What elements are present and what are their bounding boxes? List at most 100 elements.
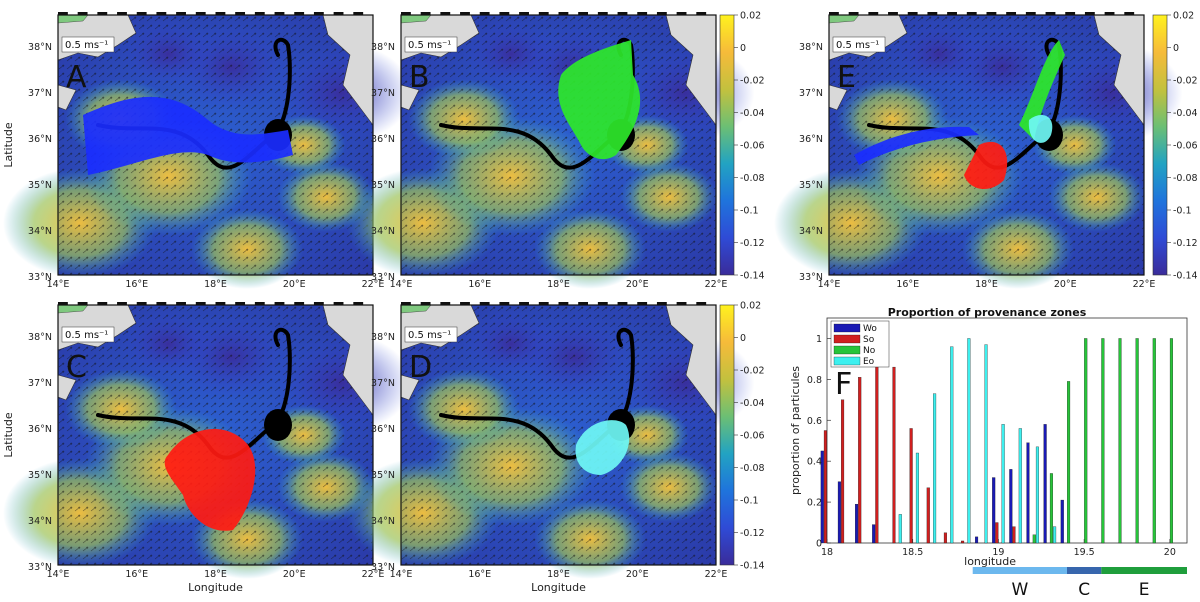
velocity-arrows xyxy=(401,305,716,565)
colorbar-tick-label: 0 xyxy=(740,43,746,54)
border-tick xyxy=(294,302,305,305)
colorbar-tick-label: -0.06 xyxy=(1173,141,1198,152)
bar-eo xyxy=(1001,424,1005,544)
lat-tick-label: 33°N xyxy=(28,272,52,283)
colorbar-tick-label: -0.04 xyxy=(1173,108,1198,119)
border-tick xyxy=(1025,12,1036,15)
colorbar-tick-label: -0.12 xyxy=(740,528,765,539)
border-tick xyxy=(578,302,589,305)
border-tick xyxy=(77,12,88,15)
scale-box xyxy=(404,326,458,343)
bar-so xyxy=(823,430,827,544)
bar-so xyxy=(1012,526,1016,544)
velocity-arrows xyxy=(401,15,716,275)
lon-tick-label: 14°E xyxy=(47,279,70,290)
border-tick xyxy=(215,12,226,15)
zone-bar-c xyxy=(1067,567,1102,574)
colorbar-tick-label: -0.06 xyxy=(740,431,765,442)
legend-swatch-so xyxy=(833,334,861,344)
x-tick-label: 18.5 xyxy=(902,547,923,558)
border-tick xyxy=(966,12,977,15)
lon-tick-label: 22°E xyxy=(705,279,728,290)
zone-label-c: C xyxy=(1078,580,1090,600)
border-tick xyxy=(313,12,324,15)
border-tick xyxy=(117,12,127,15)
border-tick xyxy=(927,12,938,15)
panel-letter-a: A xyxy=(66,60,87,95)
bar-eo xyxy=(1018,428,1022,544)
bar-wo xyxy=(872,524,876,544)
border-tick xyxy=(460,302,470,305)
border-tick xyxy=(235,12,246,15)
lon-tick-label: 20°E xyxy=(283,569,306,580)
panel-letter-f: F xyxy=(835,367,852,402)
bar-no xyxy=(1152,338,1156,544)
lon-tick-label: 14°E xyxy=(390,569,413,580)
colorbar-tick-label: 0.02 xyxy=(740,301,761,312)
lat-tick-label: 36°N xyxy=(371,134,395,145)
border-tick xyxy=(235,302,246,305)
border-tick xyxy=(136,302,147,305)
lon-tick-label: 22°E xyxy=(1133,279,1156,290)
provenance-patch-e xyxy=(854,126,979,165)
border-tick xyxy=(676,302,687,305)
colorbar-tick-label: -0.02 xyxy=(1173,76,1198,87)
chart-title: Proportion of provenance zones xyxy=(888,306,1087,319)
colorbar-tick-label: -0.14 xyxy=(740,271,765,282)
border-tick xyxy=(156,302,167,305)
panel-letter-e: E xyxy=(837,60,856,95)
lon-tick-label: 18°E xyxy=(975,279,998,290)
bar-so xyxy=(926,487,930,544)
bar-so xyxy=(858,377,862,544)
border-tick xyxy=(401,302,411,305)
border-tick xyxy=(195,12,206,15)
border-tick xyxy=(156,12,167,15)
zone-label-w: W xyxy=(1011,580,1028,600)
lon-tick-label: 16°E xyxy=(896,279,919,290)
bar-eo xyxy=(898,514,902,544)
bar-wo xyxy=(1043,424,1047,544)
zone-bar-e xyxy=(1101,567,1187,574)
bar-so xyxy=(875,356,879,544)
border-tick xyxy=(637,302,648,305)
border-tick xyxy=(274,12,285,15)
border-tick xyxy=(696,302,707,305)
x-axis-label: longitude xyxy=(964,555,1016,568)
panel-letter-c: C xyxy=(66,350,87,385)
lat-tick-label: 34°N xyxy=(28,516,52,527)
border-tick xyxy=(1006,12,1017,15)
lon-tick-label: 20°E xyxy=(1054,279,1077,290)
lon-tick-label: 16°E xyxy=(125,569,148,580)
provenance-patch-extra xyxy=(1028,115,1053,143)
provenance-patch-extra xyxy=(964,141,1008,190)
lat-tick-label: 37°N xyxy=(371,378,395,389)
border-tick xyxy=(888,12,898,15)
scale-label: 0.5 ms⁻¹ xyxy=(65,330,108,341)
border-tick xyxy=(401,12,411,15)
lon-tick-label: 18°E xyxy=(204,279,227,290)
scale-label: 0.5 ms⁻¹ xyxy=(408,40,451,51)
border-tick xyxy=(333,302,344,305)
lon-tick-label: 14°E xyxy=(818,279,841,290)
legend-label-eo: Eo xyxy=(863,357,875,367)
scale-box xyxy=(61,36,115,53)
lat-tick-label: 36°N xyxy=(28,134,52,145)
border-tick xyxy=(460,12,470,15)
scale-label: 0.5 ms⁻¹ xyxy=(836,40,879,51)
lat-tick-label: 36°N xyxy=(28,424,52,435)
bar-so xyxy=(961,540,965,544)
x-tick-label: 19 xyxy=(992,547,1004,558)
border-tick xyxy=(558,302,569,305)
lon-tick-label: 18°E xyxy=(204,569,227,580)
x-tick-label: 18 xyxy=(821,547,833,558)
bar-no xyxy=(1118,338,1122,544)
bar-wo xyxy=(820,450,824,544)
border-tick xyxy=(499,12,510,15)
border-tick xyxy=(499,302,510,305)
border-tick xyxy=(848,12,859,15)
lat-tick-label: 38°N xyxy=(28,42,52,53)
border-tick xyxy=(58,302,68,305)
